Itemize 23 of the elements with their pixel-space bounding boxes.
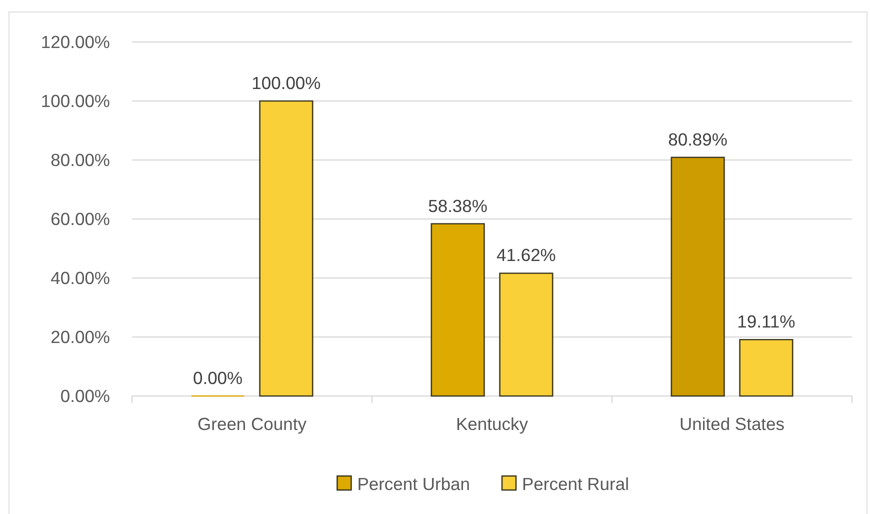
bar: [670, 156, 725, 397]
bar: [739, 338, 794, 397]
y-tick-label: 0.00%: [60, 386, 110, 406]
data-label: 19.11%: [737, 312, 796, 332]
bar: [499, 272, 554, 397]
x-tick-label: United States: [679, 414, 785, 434]
y-tick-label: 80.00%: [50, 150, 110, 170]
data-label: 41.62%: [496, 245, 556, 266]
data-label: 58.38%: [428, 196, 488, 216]
data-label: 80.89%: [668, 129, 728, 150]
bar: [259, 100, 314, 397]
y-tick-label: 20.00%: [50, 327, 110, 348]
legend-label: Percent Urban: [357, 474, 470, 494]
data-label: 0.00%: [192, 368, 243, 388]
y-tick-label: 100.00%: [40, 91, 110, 112]
y-tick-label: 40.00%: [50, 268, 110, 288]
y-tick-label: 120.00%: [40, 32, 110, 52]
data-label: 100.00%: [252, 73, 321, 93]
bar: [430, 223, 485, 397]
x-tick-label: Kentucky: [456, 414, 528, 434]
legend-label: Percent Rural: [522, 474, 629, 494]
x-tick-label: Green County: [198, 414, 307, 434]
y-tick-label: 60.00%: [50, 209, 110, 230]
